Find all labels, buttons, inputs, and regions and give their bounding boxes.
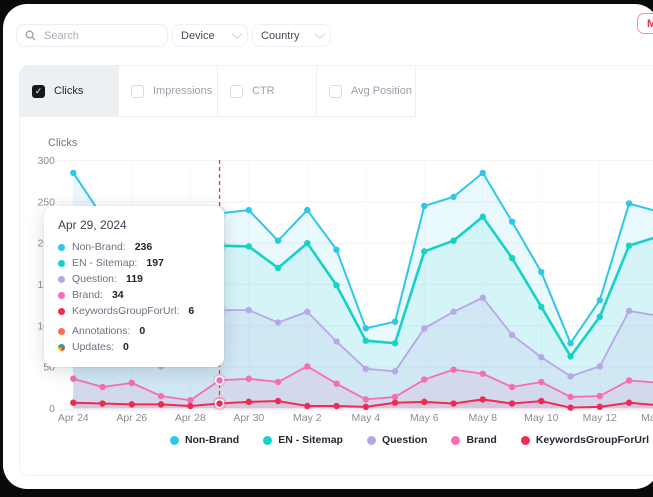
menu-m-button[interactable]: M <box>637 13 653 34</box>
tooltip-value: 197 <box>146 257 164 269</box>
tooltip-label: KeywordsGroupForUrl: <box>72 305 180 317</box>
country-select[interactable]: Country <box>252 24 331 47</box>
legend-label: KeywordsGroupForUrl <box>535 434 649 446</box>
legend-dot-icon <box>520 435 530 445</box>
tooltip-value: 236 <box>134 241 153 253</box>
tab-clicks[interactable]: ✓ Clicks <box>19 65 119 117</box>
tooltip-label: Updates: <box>72 341 115 353</box>
tooltip-row-non-brand: Non-Brand: 236 <box>58 241 212 254</box>
tab-label: CTR <box>252 85 275 97</box>
tab-ctr[interactable]: CTR <box>217 65 317 117</box>
legend-item-question[interactable]: Question <box>366 434 428 446</box>
series-dot-icon <box>58 292 65 299</box>
legend-dot-icon <box>451 435 461 445</box>
legend-item-non-brand[interactable]: Non-Brand <box>169 434 240 446</box>
tab-label: Clicks <box>54 85 84 97</box>
search-input[interactable] <box>42 28 156 43</box>
tooltip-value: 34 <box>111 289 124 301</box>
search-icon <box>25 30 36 41</box>
legend-item-keywordsgroupforurl[interactable]: KeywordsGroupForUrl <box>520 434 649 446</box>
series-dot-icon <box>58 244 65 251</box>
tooltip-row-brand: Brand: 34 <box>58 289 212 302</box>
unchecked-checkbox-icon[interactable] <box>230 84 243 98</box>
chart-tooltip: Apr 29, 2024 Non-Brand: 236 EN - Sitemap: 1… <box>44 206 224 367</box>
tooltip-row-keywordsgroupforurl: KeywordsGroupForUrl: 6 <box>58 305 212 318</box>
tooltip-row-en-sitemap: EN - Sitemap: 197 <box>58 257 212 270</box>
legend-dot-icon <box>366 435 376 445</box>
legend-label: Non-Brand <box>184 434 240 446</box>
tooltip-label: Question: <box>72 273 117 285</box>
unchecked-checkbox-icon[interactable] <box>131 84 144 98</box>
chart-y-axis-title: Clicks <box>48 137 78 149</box>
chart-legend: Non-Brand EN - Sitemap Question Brand Keywor… <box>19 434 649 446</box>
tooltip-date: Apr 29, 2024 <box>58 218 127 232</box>
device-select-label: Device <box>181 29 215 42</box>
legend-dot-icon <box>263 435 273 445</box>
tab-impressions[interactable]: Impressions <box>118 65 218 117</box>
tooltip-value: 119 <box>125 273 143 285</box>
metric-tabs: ✓ Clicks Impressions CTR Avg Position <box>19 65 416 117</box>
legend-label: Question <box>381 434 428 446</box>
tab-label: Avg Position <box>351 85 412 97</box>
tooltip-label: Non-Brand: <box>72 241 126 253</box>
checked-checkbox-icon[interactable]: ✓ <box>32 84 45 98</box>
tab-avg-position[interactable]: Avg Position <box>316 65 416 117</box>
legend-label: EN - Sitemap <box>278 434 343 446</box>
tooltip-row-annotations: Annotations: 0 <box>58 325 212 338</box>
unchecked-checkbox-icon[interactable] <box>329 84 342 98</box>
series-dot-icon <box>58 308 65 315</box>
device-select[interactable]: Device <box>172 24 248 47</box>
series-dot-icon <box>58 260 65 267</box>
series-dot-icon <box>58 328 65 335</box>
legend-item-en-sitemap[interactable]: EN - Sitemap <box>263 434 343 446</box>
tooltip-label: Brand: <box>72 289 103 301</box>
legend-label: Brand <box>466 434 497 446</box>
chevron-down-icon <box>231 29 242 40</box>
tooltip-label: EN - Sitemap: <box>72 257 138 269</box>
chevron-down-icon <box>314 29 325 40</box>
tooltip-value: 0 <box>139 325 146 337</box>
search-box[interactable] <box>16 24 168 47</box>
tooltip-label: Annotations: <box>72 325 131 337</box>
series-dot-icon <box>58 276 65 283</box>
tooltip-value: 0 <box>123 341 129 353</box>
country-select-label: Country <box>261 29 300 42</box>
tooltip-value: 6 <box>188 305 195 317</box>
tooltip-row-question: Question: 119 <box>58 273 212 286</box>
tooltip-row-updates: Updates: 0 <box>58 341 212 354</box>
tab-label: Impressions <box>153 85 213 97</box>
updates-multicolor-icon <box>58 344 65 351</box>
legend-item-brand[interactable]: Brand <box>451 434 497 446</box>
legend-dot-icon <box>169 435 179 445</box>
